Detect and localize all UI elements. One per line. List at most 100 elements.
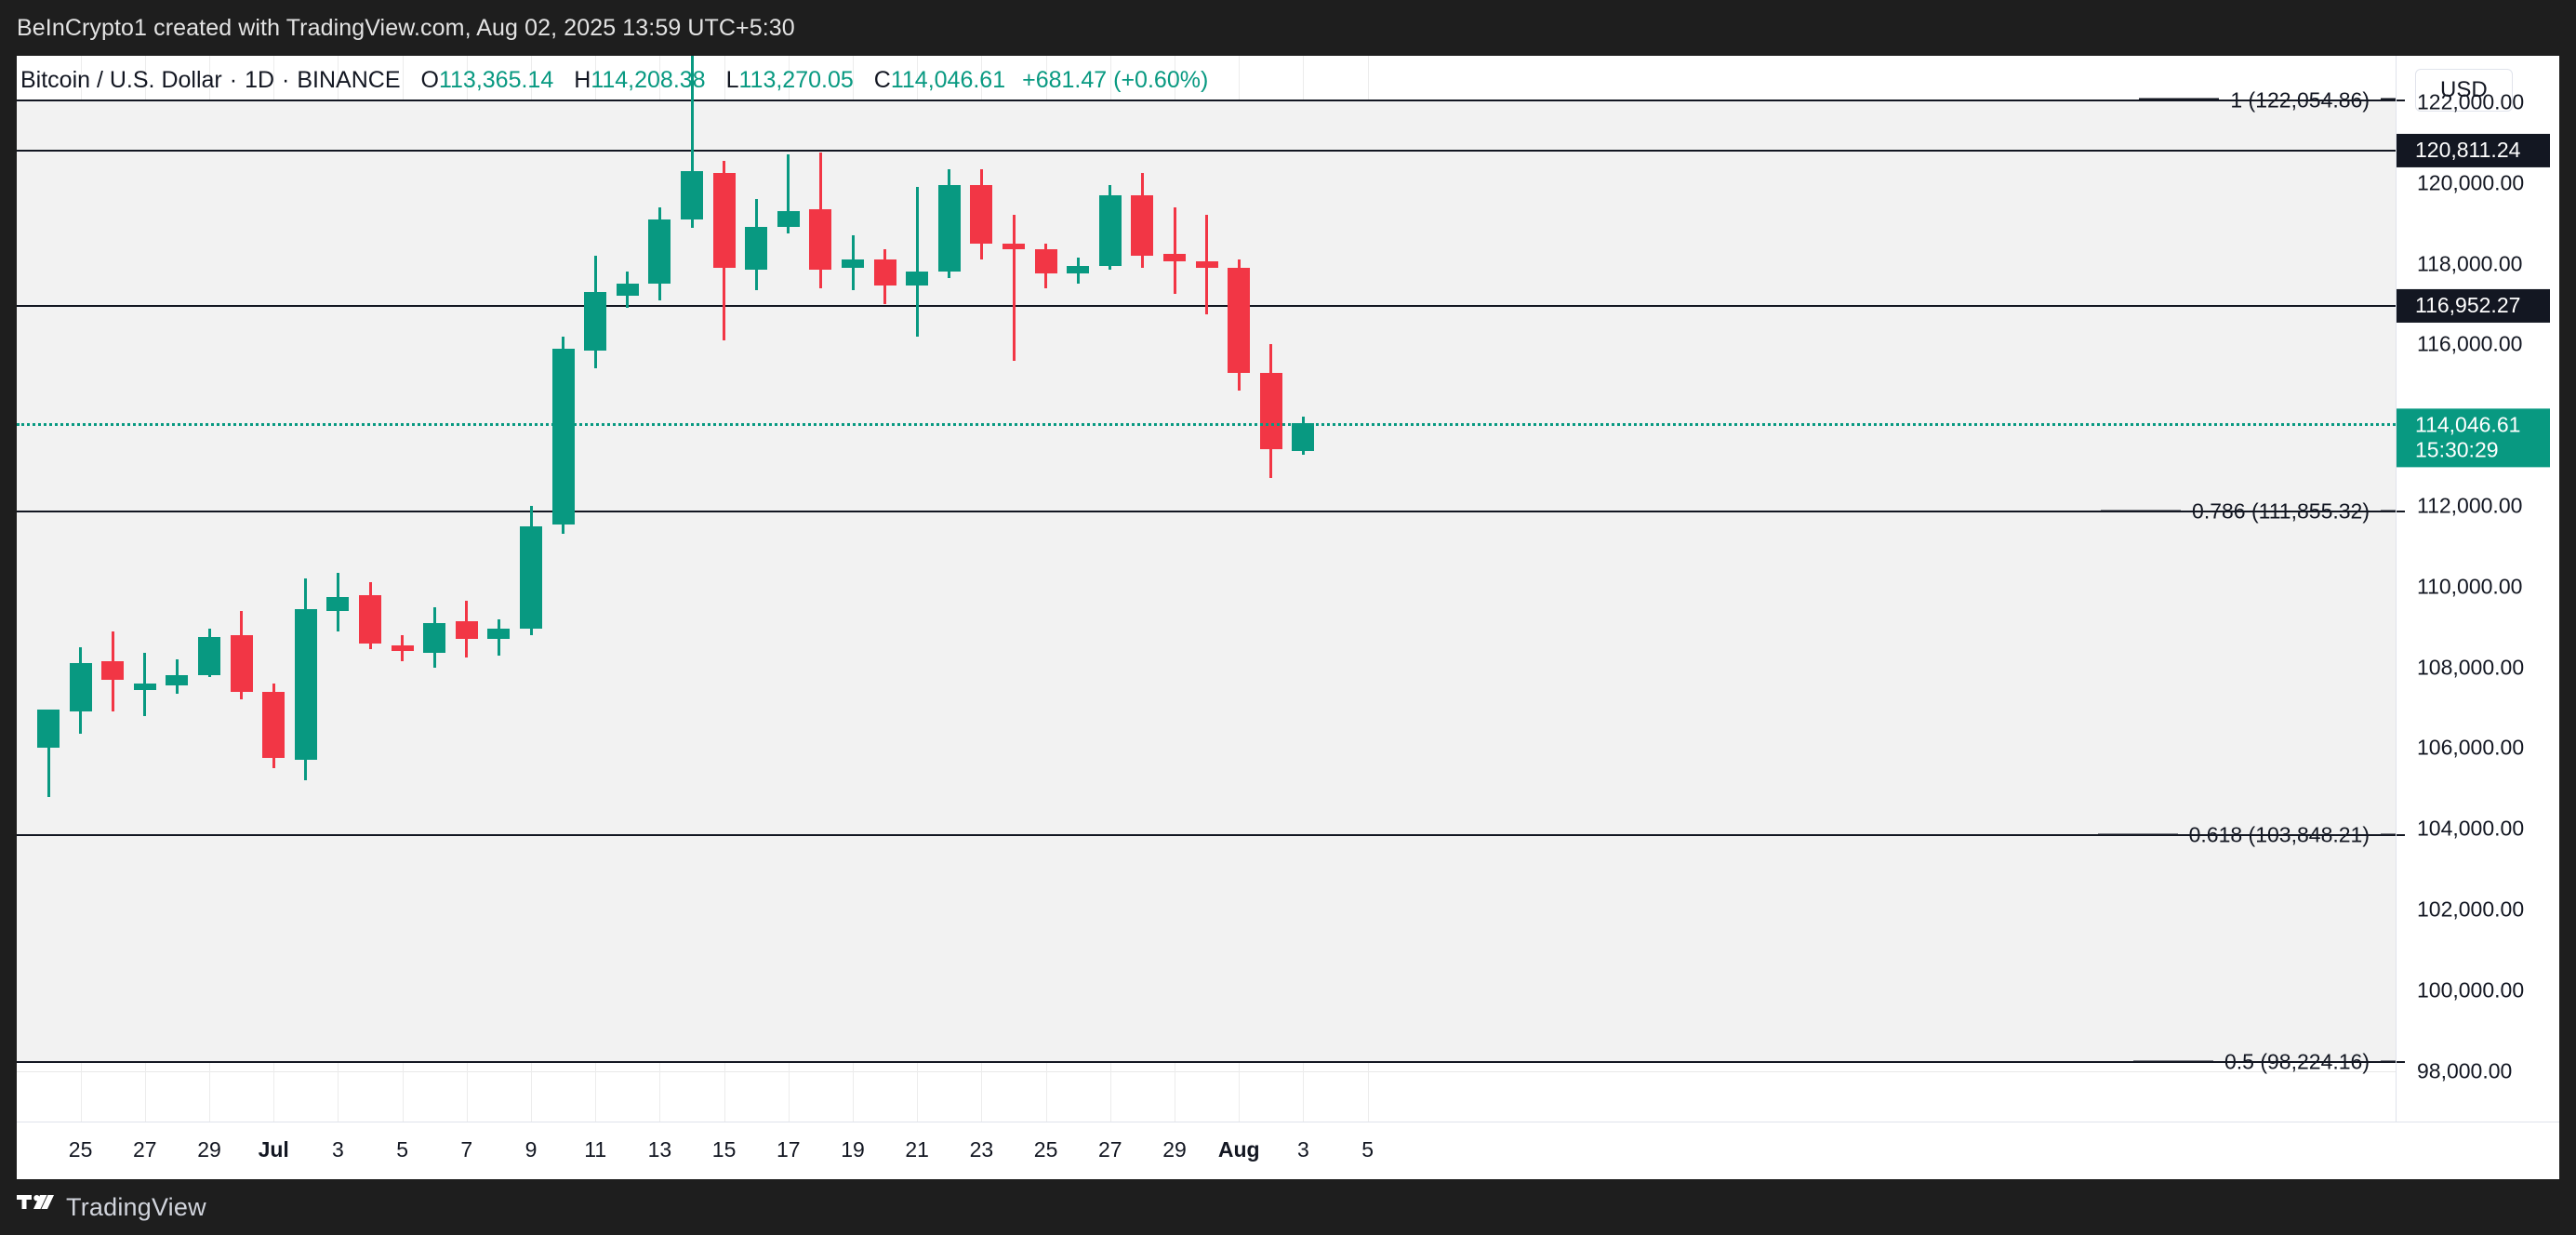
legend-change: +681.47 (+0.60%): [1022, 67, 1209, 93]
candlestick[interactable]: [101, 56, 125, 1122]
candlestick[interactable]: [712, 56, 736, 1122]
fibonacci-level-line[interactable]: [17, 511, 2396, 513]
candle-body: [970, 184, 993, 244]
time-tick-label: 3: [331, 1137, 344, 1162]
candle-wick: [1012, 215, 1016, 361]
candlestick[interactable]: [230, 56, 253, 1122]
candlestick[interactable]: [842, 56, 864, 1122]
candlestick[interactable]: [294, 56, 317, 1122]
fibonacci-level-line[interactable]: [17, 1061, 2396, 1063]
candlestick[interactable]: [487, 56, 511, 1122]
candle-wick: [46, 729, 50, 797]
candle-body: [262, 691, 285, 759]
price-scale-tickmark: [2397, 833, 2405, 836]
candlestick[interactable]: [616, 56, 639, 1122]
currency-badge[interactable]: USD: [2415, 69, 2513, 112]
candle-body: [1228, 267, 1251, 373]
candlestick[interactable]: [648, 56, 671, 1122]
time-tick-label: 29: [197, 1137, 221, 1162]
price-scale-tickmark: [2397, 99, 2405, 101]
time-scale[interactable]: 25 27 29 Jul 3 5 7 9 11 13 15 17 19 21 23 25 27 29 Aug 3 5: [17, 1122, 2559, 1179]
candlestick[interactable]: [520, 56, 542, 1122]
price-reference-line[interactable]: [17, 149, 2396, 152]
chart-container: 1 (122,054.86) 0.786 (111,855.32) 0.618 (1…: [17, 56, 2559, 1179]
time-tick-month-label: Aug: [1217, 1137, 1260, 1162]
price-tick-label: 102,000.00: [2417, 896, 2525, 922]
current-price-countdown: 15:30:29: [2415, 437, 2499, 462]
candle-body: [681, 170, 703, 219]
time-tick-label: 5: [396, 1137, 408, 1162]
candle-body: [1163, 253, 1186, 262]
candle-body: [712, 172, 736, 268]
candle-body: [423, 622, 446, 654]
price-level-badge: 120,811.24: [2397, 133, 2550, 167]
candlestick[interactable]: [166, 56, 189, 1122]
price-level-badge: 116,952.27: [2397, 288, 2550, 324]
candlestick[interactable]: [69, 56, 92, 1122]
candlestick[interactable]: [1098, 56, 1122, 1122]
price-tick-label: 110,000.00: [2417, 574, 2523, 599]
candle-body: [1098, 194, 1122, 266]
candlestick[interactable]: [391, 56, 414, 1122]
candlestick[interactable]: [777, 56, 800, 1122]
candlestick[interactable]: [681, 56, 703, 1122]
candle-body: [133, 684, 156, 690]
candlestick[interactable]: [359, 56, 381, 1122]
candlestick[interactable]: [745, 56, 768, 1122]
price-tick-label: 106,000.00: [2417, 735, 2525, 760]
time-tick-label: 29: [1162, 1137, 1187, 1162]
legend-open-value: 113,365.14: [438, 67, 554, 93]
candlestick[interactable]: [937, 56, 961, 1122]
legend-low-value: 113,270.05: [738, 67, 854, 93]
candlestick[interactable]: [326, 56, 350, 1122]
candlestick[interactable]: [1067, 56, 1090, 1122]
candle-body: [326, 596, 350, 611]
candlestick[interactable]: [1163, 56, 1186, 1122]
time-tick-label: 19: [841, 1137, 865, 1162]
fibonacci-level-line[interactable]: [17, 833, 2396, 836]
price-tick-label: 98,000.00: [2417, 1058, 2513, 1083]
price-tick-label: 108,000.00: [2417, 655, 2525, 680]
candle-wick: [787, 154, 790, 233]
candlestick[interactable]: [423, 56, 446, 1122]
candlestick[interactable]: [1003, 56, 1025, 1122]
candlestick[interactable]: [1292, 56, 1315, 1122]
legend-interval[interactable]: 1D: [245, 67, 275, 93]
candlestick[interactable]: [37, 56, 60, 1122]
chart-plot-area[interactable]: [17, 56, 2396, 1122]
candle-body: [584, 291, 607, 351]
legend-symbol[interactable]: Bitcoin / U.S. Dollar: [20, 67, 222, 93]
time-tick-label: 5: [1361, 1137, 1374, 1162]
candlestick[interactable]: [1131, 56, 1154, 1122]
time-tick-label: 21: [905, 1137, 929, 1162]
candle-body: [873, 259, 896, 286]
legend-exchange[interactable]: BINANCE: [297, 67, 401, 93]
candle-body: [1067, 265, 1090, 274]
candlestick[interactable]: [262, 56, 285, 1122]
candlestick[interactable]: [1034, 56, 1057, 1122]
candle-body: [166, 675, 189, 686]
time-tick-label: 9: [524, 1137, 538, 1162]
candlestick[interactable]: [873, 56, 896, 1122]
current-price-value: 114,046.61: [2415, 412, 2521, 437]
candlestick[interactable]: [1195, 56, 1218, 1122]
fibonacci-level-line[interactable]: [17, 99, 2396, 101]
price-tick-label: 116,000.00: [2417, 331, 2523, 356]
candlestick[interactable]: [133, 56, 156, 1122]
candlestick[interactable]: [1259, 56, 1282, 1122]
time-tick-month-label: Jul: [258, 1137, 289, 1162]
candlestick[interactable]: [455, 56, 478, 1122]
candlestick[interactable]: [809, 56, 832, 1122]
candlestick[interactable]: [970, 56, 993, 1122]
time-tick-label: 25: [1033, 1137, 1058, 1162]
price-scale[interactable]: USD 122,000.00 120,000.00 118,000.00 116,00…: [2396, 56, 2559, 1122]
candlestick[interactable]: [1228, 56, 1251, 1122]
candlestick[interactable]: [906, 56, 929, 1122]
chart-legend[interactable]: Bitcoin / U.S. Dollar · 1D · BINANCE O11…: [17, 67, 1208, 94]
time-tick-label: 7: [460, 1137, 473, 1162]
candlestick[interactable]: [198, 56, 220, 1122]
candlestick[interactable]: [551, 56, 575, 1122]
legend-separator-1: ·: [229, 67, 238, 93]
candlestick[interactable]: [584, 56, 607, 1122]
candle-body: [937, 184, 961, 272]
